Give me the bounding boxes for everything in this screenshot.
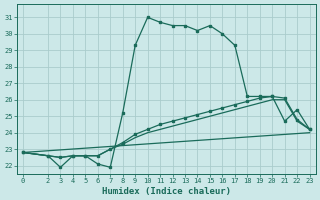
X-axis label: Humidex (Indice chaleur): Humidex (Indice chaleur)	[102, 187, 231, 196]
